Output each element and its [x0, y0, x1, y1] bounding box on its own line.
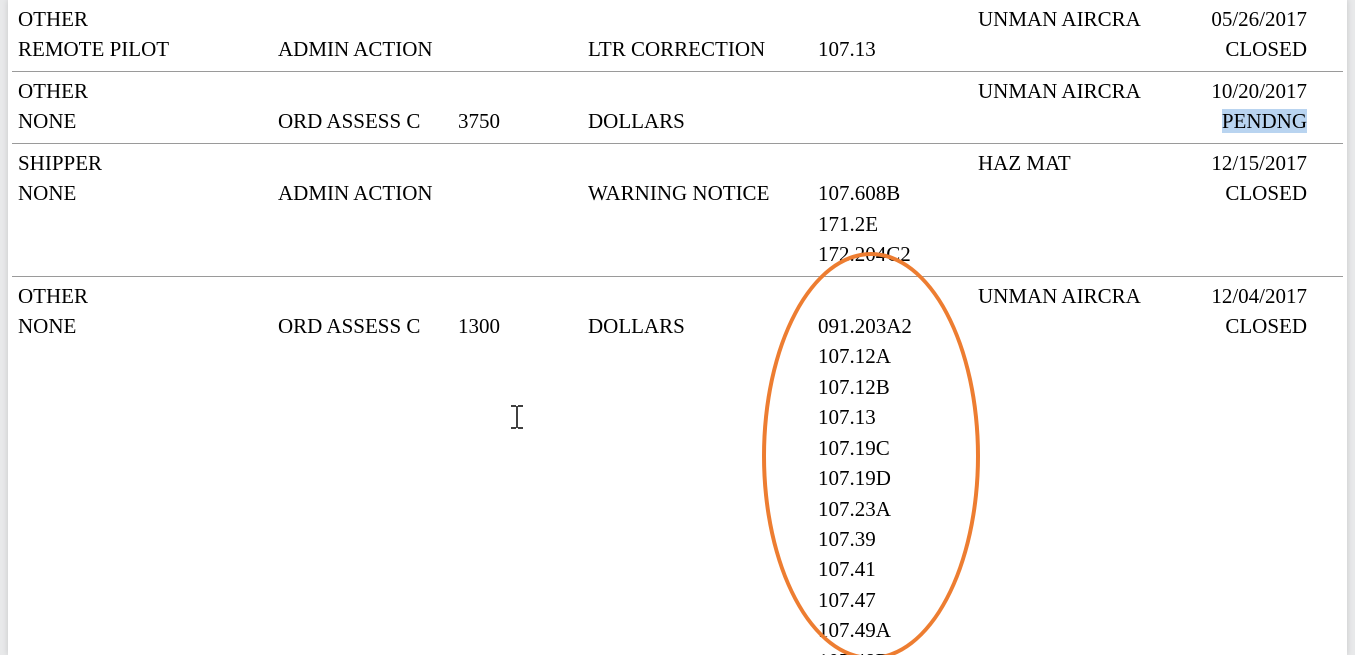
document-page: OTHERUNMAN AIRCRA05/26/2017REMOTE PILOTA…	[8, 0, 1347, 655]
category-label: HAZ MAT	[978, 148, 1168, 178]
date-label: 12/15/2017	[1168, 148, 1337, 178]
status-value: CLOSED	[1225, 181, 1307, 205]
record-row: OTHERUNMAN AIRCRA05/26/2017REMOTE PILOTA…	[12, 0, 1343, 72]
code-value: 107.608B	[818, 178, 978, 208]
status-value: CLOSED	[1225, 314, 1307, 338]
date-label: 10/20/2017	[1168, 76, 1337, 106]
status-cell: CLOSED	[1168, 178, 1337, 208]
record-code-line: 107.12A	[18, 341, 1337, 371]
amount-value: 3750	[458, 106, 588, 136]
record-code-line: 107.19D	[18, 463, 1337, 493]
code-value: 107.13	[818, 34, 978, 64]
role-sub-label: REMOTE PILOT	[18, 34, 278, 64]
record-line-2: NONEORD ASSESS C1300DOLLARS091.203A2 CLOS…	[18, 311, 1337, 341]
category-label: UNMAN AIRCRA	[978, 76, 1168, 106]
role-label: OTHER	[18, 281, 278, 311]
code-value: 107.47	[818, 585, 978, 615]
record-code-line: 107.12B	[18, 372, 1337, 402]
category-label: UNMAN AIRCRA	[978, 281, 1168, 311]
record-line-1: SHIPPER HAZ MAT12/15/2017	[18, 148, 1337, 178]
record-line-2: REMOTE PILOTADMIN ACTION LTR CORRECTION10…	[18, 34, 1337, 64]
action-value: ADMIN ACTION	[278, 178, 458, 208]
record-row: SHIPPERHAZ MAT12/15/2017NONEADMIN ACTION…	[12, 144, 1343, 277]
code-value: 107.39	[818, 524, 978, 554]
code-value: 107.49A	[818, 615, 978, 645]
record-line-2: NONEORD ASSESS C3750DOLLARS PENDNG	[18, 106, 1337, 136]
amount-value: 1300	[458, 311, 588, 341]
code-value: 107.41	[818, 554, 978, 584]
record-row: OTHERUNMAN AIRCRA12/04/2017NONEORD ASSES…	[12, 277, 1343, 655]
record-line-1: OTHER UNMAN AIRCRA10/20/2017	[18, 76, 1337, 106]
record-line-1: OTHER UNMAN AIRCRA05/26/2017	[18, 4, 1337, 34]
role-sub-label: NONE	[18, 178, 278, 208]
role-label: OTHER	[18, 76, 278, 106]
code-value: 107.19C	[818, 433, 978, 463]
code-value: 107.13	[818, 402, 978, 432]
record-code-line: 107.47	[18, 585, 1337, 615]
status-cell: PENDNG	[1168, 106, 1337, 136]
role-label: OTHER	[18, 4, 278, 34]
code-value: 107.49D	[818, 646, 978, 655]
record-code-line: 107.49D	[18, 646, 1337, 655]
record-line-1: OTHER UNMAN AIRCRA12/04/2017	[18, 281, 1337, 311]
unit-value: DOLLARS	[588, 106, 818, 136]
code-value: 107.23A	[818, 494, 978, 524]
unit-value: WARNING NOTICE	[588, 178, 818, 208]
code-value: 107.12B	[818, 372, 978, 402]
status-cell: CLOSED	[1168, 34, 1337, 64]
record-code-line: 107.41	[18, 554, 1337, 584]
record-code-line: 107.49A	[18, 615, 1337, 645]
role-sub-label: NONE	[18, 311, 278, 341]
action-value: ORD ASSESS C	[278, 106, 458, 136]
status-cell: CLOSED	[1168, 311, 1337, 341]
status-value: CLOSED	[1225, 37, 1307, 61]
role-label: SHIPPER	[18, 148, 278, 178]
role-sub-label: NONE	[18, 106, 278, 136]
action-value: ORD ASSESS C	[278, 311, 458, 341]
unit-value: DOLLARS	[588, 311, 818, 341]
record-code-line: 107.19C	[18, 433, 1337, 463]
code-value: 171.2E	[818, 209, 978, 239]
code-value: 172.204C2	[818, 239, 978, 269]
action-value: ADMIN ACTION	[278, 34, 458, 64]
record-code-line: 172.204C2	[18, 239, 1337, 269]
record-code-line: 107.23A	[18, 494, 1337, 524]
category-label: UNMAN AIRCRA	[978, 4, 1168, 34]
record-code-line: 107.39	[18, 524, 1337, 554]
code-value: 091.203A2	[818, 311, 978, 341]
record-code-line: 171.2E	[18, 209, 1337, 239]
unit-value: LTR CORRECTION	[588, 34, 818, 64]
status-value: PENDNG	[1222, 109, 1307, 133]
record-row: OTHERUNMAN AIRCRA10/20/2017NONEORD ASSES…	[12, 72, 1343, 144]
record-code-line: 107.13	[18, 402, 1337, 432]
date-label: 05/26/2017	[1168, 4, 1337, 34]
record-line-2: NONEADMIN ACTION WARNING NOTICE107.608B CL…	[18, 178, 1337, 208]
date-label: 12/04/2017	[1168, 281, 1337, 311]
code-value: 107.19D	[818, 463, 978, 493]
code-value: 107.12A	[818, 341, 978, 371]
